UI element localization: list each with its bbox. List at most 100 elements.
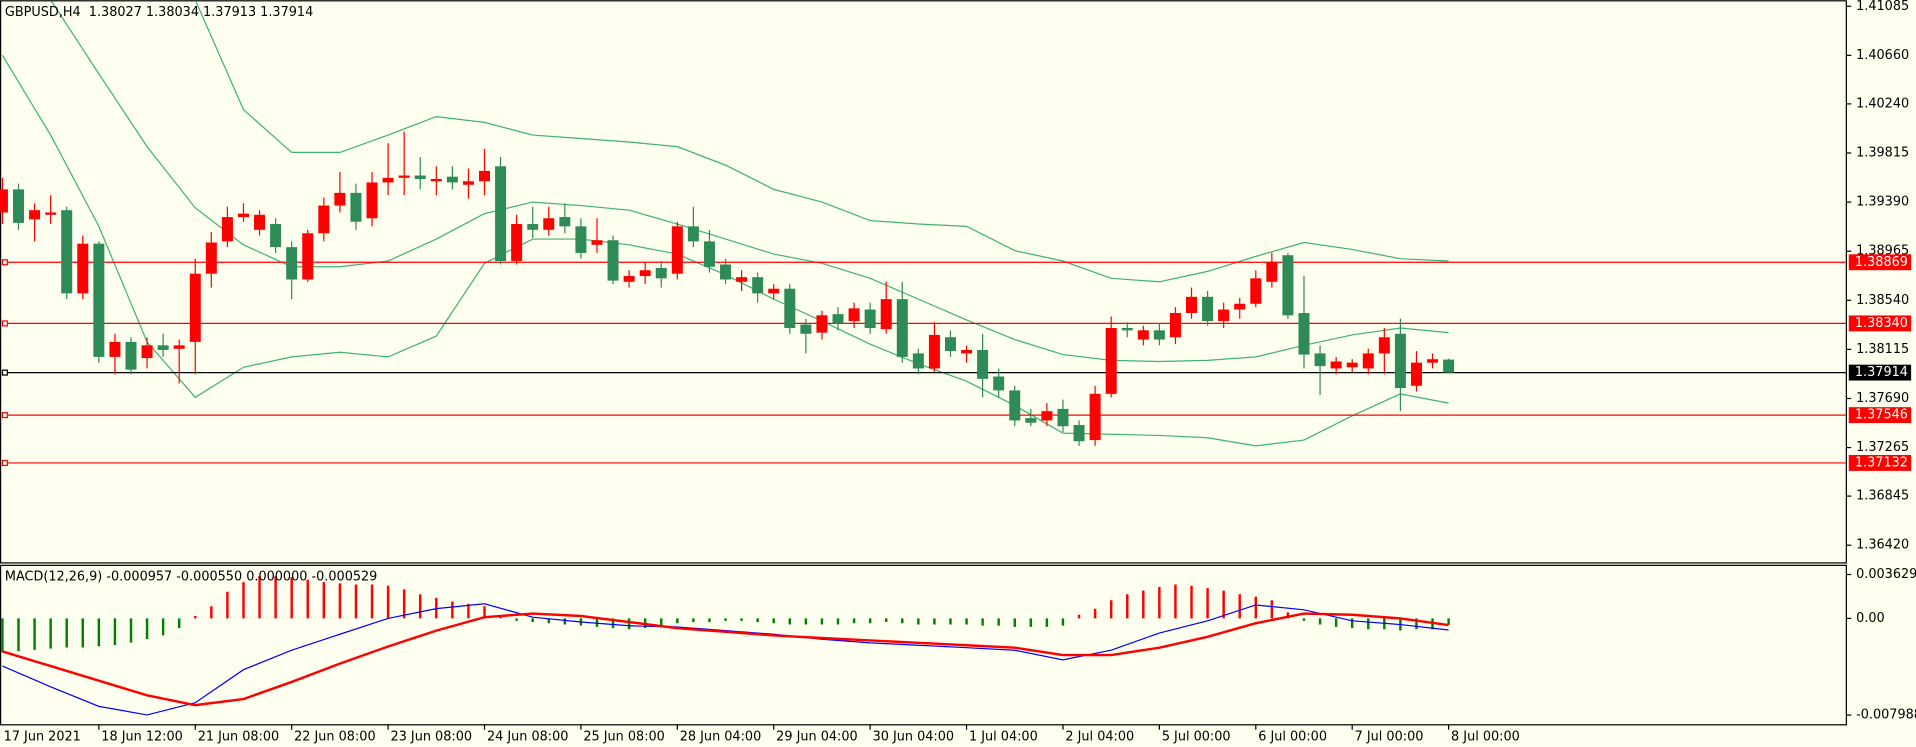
y-tick-label: 1.36420 <box>1856 538 1909 553</box>
candle-body <box>928 334 940 369</box>
candle-body <box>350 192 362 222</box>
candle-body <box>1186 296 1198 313</box>
candle-body <box>1443 359 1455 373</box>
y-tick-label: 1.37690 <box>1856 391 1909 406</box>
x-tick-label: 5 Jul 00:00 <box>1162 730 1231 745</box>
candle-body <box>1089 393 1101 441</box>
y-tick-label: 1.38540 <box>1856 293 1909 308</box>
candle-body <box>961 349 973 354</box>
candle-body <box>302 233 314 280</box>
candle-body <box>1330 361 1342 369</box>
candle-body <box>1394 333 1406 389</box>
candle-body <box>109 341 121 357</box>
x-tick-label: 30 Jun 04:00 <box>873 730 955 745</box>
candle-body <box>1410 362 1422 386</box>
y-tick-label: 1.39815 <box>1856 145 1909 160</box>
candle-body <box>1153 330 1165 340</box>
x-tick-label: 29 Jun 04:00 <box>776 730 857 745</box>
candle-body <box>623 276 635 282</box>
candle-body <box>527 224 539 230</box>
level-line-label-bg <box>1848 454 1912 471</box>
candle-body <box>607 240 619 281</box>
candle-body <box>1041 411 1053 421</box>
candle-body <box>1378 337 1390 354</box>
candle-body <box>848 308 860 322</box>
candle-body <box>1121 328 1133 331</box>
candle-body <box>993 376 1005 391</box>
level-line-anchor <box>1 459 8 466</box>
x-tick-label: 8 Jul 00:00 <box>1451 730 1520 745</box>
candle-body <box>977 349 989 379</box>
level-line-label-bg <box>1848 315 1912 332</box>
macd-plot <box>1 576 1450 716</box>
y-tick-label: 1.37265 <box>1856 440 1909 455</box>
x-tick-label: 21 Jun 08:00 <box>198 730 279 745</box>
macd-panel-frame <box>0 564 1847 726</box>
x-tick-label: 17 Jun 2021 <box>4 730 81 745</box>
candle-body <box>237 213 249 218</box>
candle-body <box>896 299 908 357</box>
level-line-label: 1.38869 <box>1855 255 1908 270</box>
candle-body <box>13 189 25 223</box>
candle-body <box>768 288 780 294</box>
y-tick-label: -0.007988 <box>1856 708 1916 723</box>
main-panel-frame <box>0 0 1847 564</box>
main-plot <box>0 1 1847 466</box>
level-line-label: 1.37132 <box>1855 455 1908 470</box>
x-tick-label: 25 Jun 08:00 <box>583 730 665 745</box>
candle-body <box>1314 353 1326 367</box>
candle-body <box>655 267 667 279</box>
candle-body <box>125 341 137 370</box>
candle-body <box>1427 359 1439 363</box>
candle-body <box>29 210 41 220</box>
candle-body <box>816 315 828 333</box>
price-line-label-bg <box>1848 364 1912 381</box>
candle-body <box>414 175 426 179</box>
candle-body <box>366 182 378 219</box>
candle-body <box>1169 312 1181 338</box>
x-tick-label: 6 Jul 00:00 <box>1258 730 1327 745</box>
macd-line <box>2 612 1449 707</box>
y-tick-label: 0.003629 <box>1856 567 1916 582</box>
candle-body <box>591 240 603 245</box>
y-tick-label: 0.00 <box>1856 611 1885 626</box>
level-line-label: 1.38340 <box>1855 316 1908 331</box>
candle-body <box>286 247 298 280</box>
candle-body <box>752 277 764 294</box>
macd-title: MACD(12,26,9) -0.000957 -0.000550 0.0000… <box>5 569 377 584</box>
y-tick-label: 1.40660 <box>1856 48 1909 63</box>
x-tick-label: 28 Jun 04:00 <box>680 730 762 745</box>
candle-body <box>1218 309 1230 322</box>
candle-body <box>543 218 555 230</box>
candle-body <box>671 226 683 274</box>
candle-body <box>318 205 330 234</box>
candle-body <box>254 214 266 230</box>
candle-body <box>1009 390 1021 421</box>
x-tick-label: 22 Jun 08:00 <box>294 730 376 745</box>
x-tick-label: 1 Jul 04:00 <box>969 730 1038 745</box>
level-line-label: 1.37546 <box>1855 408 1908 423</box>
candle-body <box>61 210 73 294</box>
level-line-anchor <box>1 412 8 419</box>
candle-body <box>1298 312 1310 355</box>
candle-body <box>639 270 651 277</box>
candle-body <box>205 242 217 274</box>
y-tick-label: 1.36845 <box>1856 489 1909 504</box>
x-tick-label: 18 Jun 12:00 <box>101 730 183 745</box>
candle-body <box>77 243 89 294</box>
level-line-label-bg <box>1848 254 1912 271</box>
candle-body <box>575 226 587 253</box>
candle-body <box>1137 330 1149 340</box>
band-line <box>50 1 1449 363</box>
y-tick-label: 1.41085 <box>1856 0 1909 14</box>
candle-body <box>1025 418 1037 423</box>
y-tick-label: 1.40240 <box>1856 96 1909 111</box>
candle-body <box>173 345 185 349</box>
candle-body <box>1250 278 1262 304</box>
candle-body <box>479 170 490 182</box>
x-tick-label: 2 Jul 04:00 <box>1065 730 1134 745</box>
candle-body <box>495 166 507 262</box>
band-line <box>195 1 1449 283</box>
